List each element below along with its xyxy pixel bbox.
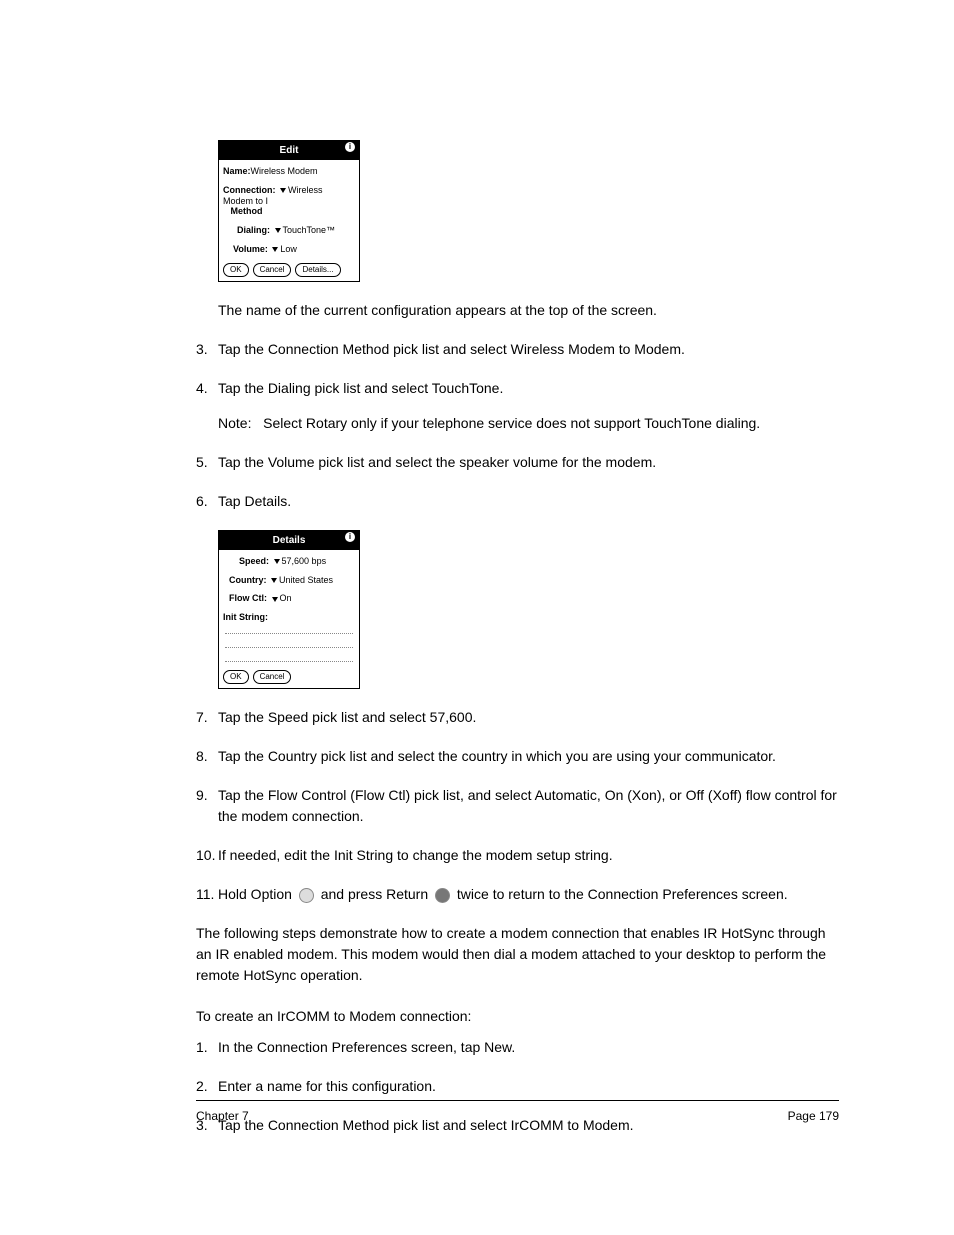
step-number: 5. <box>196 452 218 473</box>
body-paragraph: The following steps demonstrate how to c… <box>196 923 839 986</box>
name-value[interactable]: Wireless Modem <box>251 166 318 176</box>
list-item: 5.Tap the Volume pick list and select th… <box>196 452 839 473</box>
chevron-down-icon[interactable] <box>274 559 280 564</box>
list-item: 10.If needed, edit the Init String to ch… <box>196 845 839 866</box>
step-text-part: and press Return <box>321 886 428 902</box>
step-number: 6. <box>196 491 218 512</box>
list-item: 7.Tap the Speed pick list and select 57,… <box>196 707 839 728</box>
details-dialog: Details i Speed: 57,600 bps Country: Uni… <box>218 530 360 689</box>
cancel-button[interactable]: Cancel <box>253 263 292 277</box>
list-item: 1.In the Connection Preferences screen, … <box>196 1037 839 1058</box>
edit-dialog: Edit i Name:Wireless Modem Connection: W… <box>218 140 360 282</box>
footer-chapter: Chapter 7 <box>196 1107 249 1125</box>
step-text: Hold Option and press Return twice to re… <box>218 884 839 905</box>
list-item: 2.Enter a name for this configuration. <box>196 1076 839 1097</box>
step-text: Tap the Volume pick list and select the … <box>218 452 839 473</box>
speed-value[interactable]: 57,600 bps <box>282 556 327 566</box>
connection-row: Connection: Wireless Modem to I Method <box>223 185 355 217</box>
step-text: Tap the Country pick list and select the… <box>218 746 839 767</box>
init-label: Init String: <box>223 612 268 622</box>
volume-label: Volume: <box>233 244 268 254</box>
country-value[interactable]: United States <box>279 575 333 585</box>
name-row: Name:Wireless Modem <box>223 166 355 177</box>
step-text-part: twice to return to the Connection Prefer… <box>457 886 788 902</box>
step-text: Tap the Dialing pick list and select Tou… <box>218 378 839 434</box>
init-row: Init String: <box>223 612 355 662</box>
step-number: 1. <box>196 1037 218 1058</box>
step-number: 7. <box>196 707 218 728</box>
flow-value[interactable]: On <box>280 593 292 603</box>
cancel-button[interactable]: Cancel <box>253 670 292 684</box>
step-text: Tap the Speed pick list and select 57,60… <box>218 707 839 728</box>
step-text: In the Connection Preferences screen, ta… <box>218 1037 839 1058</box>
chevron-down-icon[interactable] <box>272 247 278 252</box>
init-line[interactable] <box>225 637 353 648</box>
step-note: Note: Select Rotary only if your telepho… <box>218 413 839 434</box>
init-line[interactable] <box>225 623 353 634</box>
page-footer: Chapter 7 Page 179 <box>196 1100 839 1125</box>
details-dialog-title: Details i <box>219 531 359 550</box>
step-number: 10. <box>196 845 218 866</box>
country-label: Country: <box>229 575 267 585</box>
info-icon[interactable]: i <box>345 532 355 542</box>
ok-button[interactable]: OK <box>223 670 249 684</box>
footer-page: Page 179 <box>788 1107 839 1125</box>
chevron-down-icon[interactable] <box>272 597 278 602</box>
lead-text: The name of the current configuration ap… <box>218 300 839 321</box>
volume-row: Volume: Low <box>223 244 355 255</box>
dialing-label: Dialing: <box>237 225 270 235</box>
details-button[interactable]: Details... <box>295 263 340 277</box>
name-label: Name: <box>223 166 251 176</box>
init-line[interactable] <box>225 651 353 662</box>
step-text-part: Hold Option <box>218 886 292 902</box>
speed-label: Speed: <box>239 556 269 566</box>
info-icon[interactable]: i <box>345 142 355 152</box>
step-text: Tap Details. <box>218 491 839 512</box>
chevron-down-icon[interactable] <box>280 188 286 193</box>
volume-value[interactable]: Low <box>280 244 297 254</box>
list-item: 4.Tap the Dialing pick list and select T… <box>196 378 839 434</box>
list-item: 9.Tap the Flow Control (Flow Ctl) pick l… <box>196 785 839 827</box>
dialing-value[interactable]: TouchTone™ <box>283 225 336 235</box>
edit-title-text: Edit <box>280 145 299 156</box>
chevron-down-icon[interactable] <box>275 228 281 233</box>
step-text: If needed, edit the Init String to chang… <box>218 845 839 866</box>
step-number: 2. <box>196 1076 218 1097</box>
step-number: 4. <box>196 378 218 434</box>
method-label: Method <box>231 206 263 216</box>
section-title: To create an IrCOMM to Modem connection: <box>196 1006 839 1027</box>
details-title-text: Details <box>273 535 306 546</box>
return-key-icon <box>435 888 450 903</box>
step-text: Tap the Flow Control (Flow Ctl) pick lis… <box>218 785 839 827</box>
connection-label: Connection: <box>223 185 276 195</box>
step-number: 3. <box>196 339 218 360</box>
list-item: 3.Tap the Connection Method pick list an… <box>196 339 839 360</box>
option-key-icon <box>299 888 314 903</box>
country-row: Country: United States <box>223 575 355 586</box>
step-number: 9. <box>196 785 218 827</box>
flow-row: Flow Ctl: On <box>223 593 355 604</box>
list-item: 8.Tap the Country pick list and select t… <box>196 746 839 767</box>
step-text: Tap the Connection Method pick list and … <box>218 339 839 360</box>
step-text: Enter a name for this configuration. <box>218 1076 839 1097</box>
list-item: 6.Tap Details. <box>196 491 839 512</box>
dialing-row: Dialing: TouchTone™ <box>223 225 355 236</box>
step-11: 11. Hold Option and press Return twice t… <box>196 884 839 905</box>
edit-dialog-title: Edit i <box>219 141 359 160</box>
ok-button[interactable]: OK <box>223 263 249 277</box>
step-number: 11. <box>196 884 218 905</box>
speed-row: Speed: 57,600 bps <box>223 556 355 567</box>
step-number: 8. <box>196 746 218 767</box>
chevron-down-icon[interactable] <box>271 578 277 583</box>
flow-label: Flow Ctl: <box>229 593 267 603</box>
